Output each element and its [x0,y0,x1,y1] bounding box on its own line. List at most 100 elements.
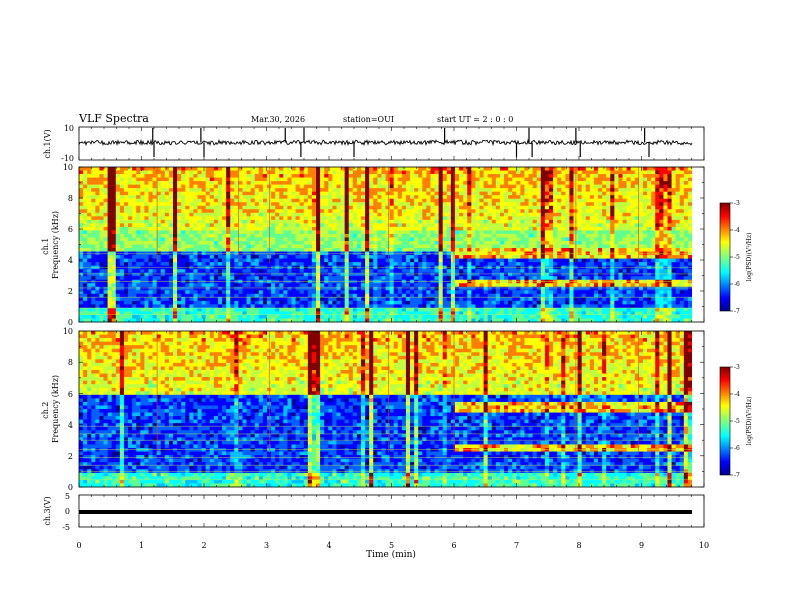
spectrogram-cell [242,167,247,171]
spectrogram-cell [83,181,88,186]
spectrogram-cell [528,198,534,203]
spectrogram-cell [226,202,231,207]
spectrogram-cell [222,240,227,245]
spectrogram-cell [569,262,574,267]
spectrogram-cell [324,276,329,281]
spectrogram-cell [87,167,92,171]
spectrogram-cell [123,212,129,217]
spectrogram-cell [91,188,96,193]
spectrogram-cell [201,262,207,267]
spectrogram-cell [430,216,435,221]
spectrogram-cell [651,262,656,267]
spectrogram-cell [585,269,591,274]
spectrogram-cell [222,198,227,203]
spectrogram-cell [295,226,301,231]
spectrogram-cell [385,212,390,217]
spectrogram-cell [651,272,656,277]
spectrogram-cell [262,216,268,221]
spectrogram-cell [397,202,403,207]
spectrogram-cell [217,226,223,231]
spectrogram-cell [152,240,158,245]
spectrogram-cell [504,237,509,242]
spectrogram-cell [438,170,444,175]
spectrogram-cell [520,167,525,171]
spectrogram-cell [185,219,190,224]
spectrogram-cell [193,188,198,193]
spectrogram-cell [667,230,672,235]
spectrogram-cell [209,272,215,277]
spectrogram-cell [663,226,668,231]
spectrogram-cell [487,272,493,277]
spectrogram-cell [136,272,141,277]
spectrogram-cell [528,188,534,193]
spectrogram-cell [655,272,660,277]
spectrogram-cell [164,212,170,217]
spectrogram-cell [275,191,280,196]
spectrogram-cell [287,269,292,274]
spectrogram-cell [454,244,460,249]
spectrogram-cell [393,237,399,242]
spectrogram-cell [385,188,390,193]
spectrogram-cell [655,233,660,238]
spectrogram-cell [111,248,117,252]
spectrogram-cell [152,188,158,193]
spectrogram-cell [581,212,587,217]
spectrogram-cell [181,170,186,175]
spectrogram-cell [430,205,435,210]
spectrogram-cell [128,184,133,189]
spectrogram-cell [487,237,493,242]
spectrogram-cell [598,188,603,193]
spectrogram-cell [99,233,104,238]
spectrogram-cell [377,212,382,217]
spectrogram-cell [95,240,100,245]
spectrogram-cell [136,237,141,242]
spectrogram-cell [201,195,207,200]
spectrogram-cell [336,233,341,238]
spectrogram-cell [524,202,529,207]
spectrogram-cell [532,248,538,252]
spectrogram-cell [426,244,431,249]
spectrogram-cell [610,181,615,186]
spectrogram-cell [377,258,382,263]
spectrogram-cell [446,202,452,207]
spectrogram-cell [389,195,395,200]
spectrogram-cell [369,188,374,193]
spectrogram-cell [602,195,607,200]
spectrogram-cell [418,216,423,221]
spectrogram-cell [569,184,574,189]
spectrogram-cell [136,212,141,217]
spectrogram-cell [446,255,452,259]
spectrogram-cell [213,237,219,242]
spectrogram-cell [348,188,354,193]
spectrogram-cell [679,191,685,196]
spectrogram-cell [185,237,190,242]
spectrogram-cell [434,188,440,193]
spectrogram-cell [332,184,337,189]
spectrogram-cell [340,276,346,281]
spectrogram-cell [79,240,84,245]
spectrogram-cell [467,255,472,259]
spectrogram-cell [152,167,158,171]
spectrogram-cell [299,216,305,221]
spectrogram-cell [213,258,219,263]
spectrogram-cell [536,244,542,249]
spectrogram-cell [316,248,321,252]
spectrogram-cell [512,255,517,259]
spectrogram-cell [683,233,689,238]
spectrogram-cell [655,195,660,200]
spectrogram-cell [606,216,611,221]
spectrogram-cell [475,184,480,189]
spectrogram-cell [291,181,296,186]
spectrogram-cell [197,209,202,214]
spectrogram-cell [250,230,256,235]
spectrogram-cell [475,209,480,214]
spectrogram-cell [422,230,427,235]
spectrogram-cell [295,177,301,182]
spectrogram-cell [548,170,554,175]
spectrogram-cell [671,209,677,214]
spectrogram-cell [181,174,186,178]
spectrogram-cell [459,202,464,207]
spectrogram-cell [540,255,546,259]
spectrogram-cell [565,233,570,238]
spectrogram-cell [626,184,632,189]
